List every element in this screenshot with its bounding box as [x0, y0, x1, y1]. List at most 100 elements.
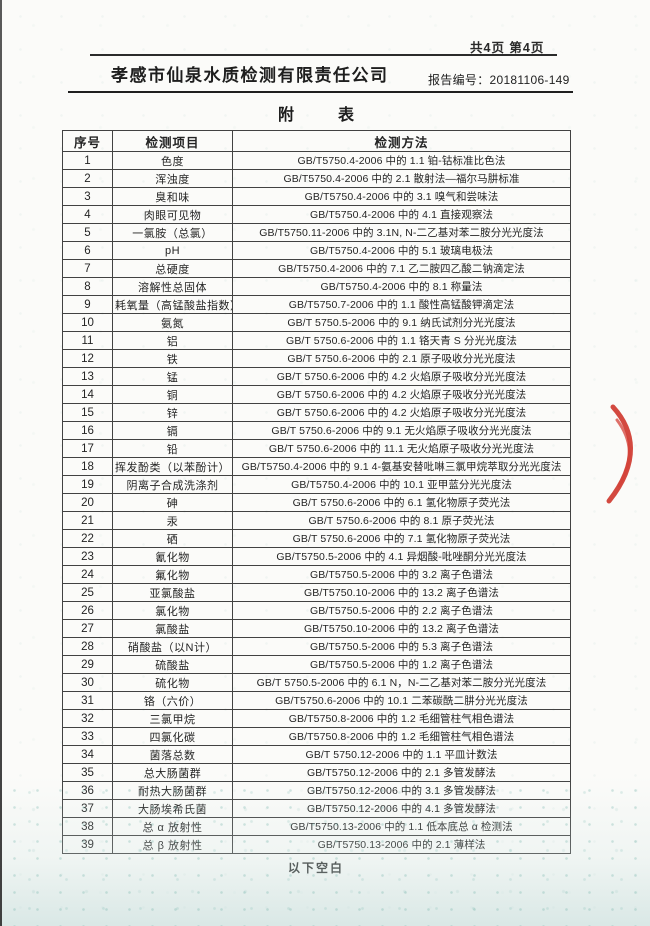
method-cell: GB/T5750.4-2006 中的 8.1 称量法	[232, 277, 571, 296]
table-row: 12 铁 GB/T 5750.6-2006 中的 2.1 原子吸收分光光度法	[62, 349, 571, 368]
item-name-cell: 一氯胺（总氯）	[112, 223, 233, 242]
item-name-cell: 亚氯酸盐	[112, 583, 233, 602]
method-cell: GB/T 5750.6-2006 中的 4.2 火焰原子吸收分光光度法	[232, 367, 571, 386]
method-cell: GB/T 5750.6-2006 中的 7.1 氢化物原子荧光法	[232, 529, 571, 548]
table-row: 3 臭和味 GB/T5750.4-2006 中的 3.1 嗅气和尝味法	[62, 187, 571, 206]
table-row: 19 阴离子合成洗涤剂 GB/T5750.4-2006 中的 10.1 亚甲蓝分光光…	[62, 475, 571, 494]
row-number-cell: 26	[62, 601, 113, 620]
item-name-cell: 硝酸盐（以N计）	[112, 637, 233, 656]
item-name-cell: 镉	[112, 421, 233, 440]
row-number-cell: 22	[62, 529, 113, 548]
row-number-cell: 31	[62, 691, 113, 710]
table-row: 16 镉 GB/T 5750.6-2006 中的 9.1 无火焰原子吸收分光光度法	[62, 421, 571, 440]
table-row: 1 色度 GB/T5750.4-2006 中的 1.1 铂-钴标准比色法	[62, 151, 571, 170]
method-cell: GB/T5750.12-2006 中的 4.1 多管发酵法	[232, 799, 571, 818]
table-header-row: 序号 检测项目 检测方法	[62, 130, 571, 152]
header-rule-top	[90, 54, 557, 56]
method-cell: GB/T 5750.6-2006 中的 1.1 铬天青 S 分光光度法	[232, 331, 571, 350]
method-cell: GB/T5750.4-2006 中的 4.1 直接观察法	[232, 205, 571, 224]
row-number-cell: 29	[62, 655, 113, 674]
item-name-cell: 砷	[112, 493, 233, 512]
table-row: 17 铅 GB/T 5750.6-2006 中的 11.1 无火焰原子吸收分光光度法	[62, 439, 571, 458]
item-name-cell: 挥发酚类（以苯酚计）	[112, 457, 233, 476]
method-cell: GB/T5750.8-2006 中的 1.2 毛细管柱气相色谱法	[232, 727, 571, 746]
report-number-value: 20181106-149	[489, 73, 570, 87]
table-row: 36 耐热大肠菌群 GB/T5750.12-2006 中的 3.1 多管发酵法	[62, 781, 571, 800]
table-row: 9 耗氧量（高锰酸盐指数） GB/T5750.7-2006 中的 1.1 酸性高锰酸…	[62, 295, 571, 314]
table-row: 5 一氯胺（总氯） GB/T5750.11-2006 中的 3.1N, N-二乙基对…	[62, 223, 571, 242]
row-number-cell: 25	[62, 583, 113, 602]
row-number-cell: 16	[62, 421, 113, 440]
row-number-cell: 9	[62, 295, 113, 314]
row-number-cell: 24	[62, 565, 113, 584]
table-row: 18 挥发酚类（以苯酚计） GB/T5750.4-2006 中的 9.1 4-氨基安…	[62, 457, 571, 476]
item-name-cell: 色度	[112, 151, 233, 170]
item-name-cell: 汞	[112, 511, 233, 530]
row-number-cell: 1	[62, 151, 113, 170]
table-row: 20 砷 GB/T 5750.6-2006 中的 6.1 氢化物原子荧光法	[62, 493, 571, 512]
method-cell: GB/T5750.12-2006 中的 2.1 多管发酵法	[232, 763, 571, 782]
table-row: 26 氯化物 GB/T5750.5-2006 中的 2.2 离子色谱法	[62, 601, 571, 620]
item-name-cell: 硫酸盐	[112, 655, 233, 674]
method-cell: GB/T5750.4-2006 中的 9.1 4-氨基安替吡啉三氯甲烷萃取分光光…	[232, 457, 571, 476]
table-row: 31 铬（六价） GB/T5750.6-2006 中的 10.1 二苯碳酰二肼分光光…	[62, 691, 571, 710]
method-cell: GB/T5750.4-2006 中的 10.1 亚甲蓝分光光度法	[232, 475, 571, 494]
row-number-cell: 10	[62, 313, 113, 332]
row-number-cell: 23	[62, 547, 113, 566]
item-name-cell: 臭和味	[112, 187, 233, 206]
item-name-cell: 大肠埃希氏菌	[112, 799, 233, 818]
item-name-cell: 氨氮	[112, 313, 233, 332]
method-cell: GB/T5750.12-2006 中的 3.1 多管发酵法	[232, 781, 571, 800]
item-name-cell: 锰	[112, 367, 233, 386]
table-row: 7 总硬度 GB/T5750.4-2006 中的 7.1 乙二胺四乙酸二钠滴定法	[62, 259, 571, 278]
header-rule-bottom	[68, 91, 573, 93]
item-name-cell: 三氯甲烷	[112, 709, 233, 728]
item-name-cell: 氟化物	[112, 565, 233, 584]
report-number: 报告编号：20181106-149	[428, 71, 570, 88]
method-cell: GB/T 5750.6-2006 中的 6.1 氢化物原子荧光法	[232, 493, 571, 512]
item-name-cell: 耗氧量（高锰酸盐指数）	[112, 295, 233, 314]
method-cell: GB/T 5750.12-2006 中的 1.1 平皿计数法	[232, 745, 571, 764]
table-row: 35 总大肠菌群 GB/T5750.12-2006 中的 2.1 多管发酵法	[62, 763, 571, 782]
header-cell-item: 检测项目	[112, 130, 233, 152]
table-row: 6 pH GB/T5750.4-2006 中的 5.1 玻璃电极法	[62, 241, 571, 260]
method-cell: GB/T 5750.6-2006 中的 4.2 火焰原子吸收分光光度法	[232, 385, 571, 404]
row-number-cell: 32	[62, 709, 113, 728]
method-cell: GB/T5750.10-2006 中的 13.2 离子色谱法	[232, 583, 571, 602]
row-number-cell: 35	[62, 763, 113, 782]
method-cell: GB/T 5750.6-2006 中的 9.1 无火焰原子吸收分光光度法	[232, 421, 571, 440]
item-name-cell: 铜	[112, 385, 233, 404]
blank-below-note: 以下空白	[287, 861, 344, 875]
table-row: 29 硫酸盐 GB/T5750.5-2006 中的 1.2 离子色谱法	[62, 655, 571, 674]
table-row: 8 溶解性总固体 GB/T5750.4-2006 中的 8.1 称量法	[62, 277, 571, 296]
item-name-cell: 硫化物	[112, 673, 233, 692]
method-cell: GB/T5750.13-2006 中的 1.1 低本底总 α 检测法	[232, 817, 571, 836]
row-number-cell: 15	[62, 403, 113, 422]
report-number-label: 报告编号：	[428, 73, 490, 87]
row-number-cell: 13	[62, 367, 113, 386]
method-cell: GB/T 5750.5-2006 中的 9.1 纳氏试剂分光光度法	[232, 313, 571, 332]
method-cell: GB/T5750.4-2006 中的 1.1 铂-钴标准比色法	[232, 151, 571, 170]
table-row: 13 锰 GB/T 5750.6-2006 中的 4.2 火焰原子吸收分光光度法	[62, 367, 571, 386]
table-row: 34 菌落总数 GB/T 5750.12-2006 中的 1.1 平皿计数法	[62, 745, 571, 764]
row-number-cell: 7	[62, 259, 113, 278]
row-number-cell: 36	[62, 781, 113, 800]
method-cell: GB/T5750.7-2006 中的 1.1 酸性高锰酸钾滴定法	[232, 295, 571, 314]
method-cell: GB/T 5750.6-2006 中的 8.1 原子荧光法	[232, 511, 571, 530]
row-number-cell: 19	[62, 475, 113, 494]
table-row: 22 硒 GB/T 5750.6-2006 中的 7.1 氢化物原子荧光法	[62, 529, 571, 548]
scan-edge-left	[0, 0, 2, 926]
method-cell: GB/T5750.5-2006 中的 3.2 离子色谱法	[232, 565, 571, 584]
item-name-cell: 铬（六价）	[112, 691, 233, 710]
row-number-cell: 11	[62, 331, 113, 350]
table-row: 23 氰化物 GB/T5750.5-2006 中的 4.1 异烟酸-吡唑酮分光光度法	[62, 547, 571, 566]
table-row: 27 氯酸盐 GB/T5750.10-2006 中的 13.2 离子色谱法	[62, 619, 571, 638]
row-number-cell: 5	[62, 223, 113, 242]
table-row: 32 三氯甲烷 GB/T5750.8-2006 中的 1.2 毛细管柱气相色谱法	[62, 709, 571, 728]
row-number-cell: 38	[62, 817, 113, 836]
item-name-cell: pH	[112, 241, 233, 260]
method-cell: GB/T5750.10-2006 中的 13.2 离子色谱法	[232, 619, 571, 638]
row-number-cell: 30	[62, 673, 113, 692]
item-name-cell: 总大肠菌群	[112, 763, 233, 782]
